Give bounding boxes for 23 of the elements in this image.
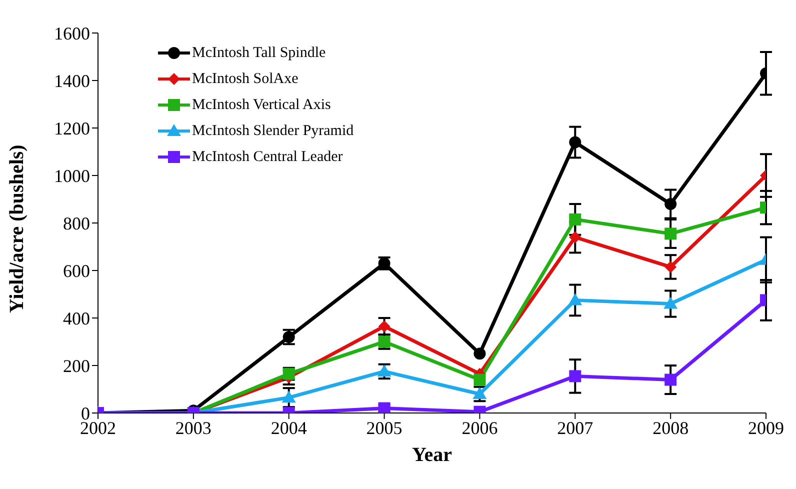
y-tick-label: 600: [63, 260, 90, 281]
legend-label: McIntosh Slender Pyramid: [192, 122, 354, 140]
y-tick-label: 800: [63, 213, 90, 234]
y-tick-label: 1200: [54, 118, 90, 138]
y-tick-label: 1600: [54, 23, 90, 44]
legend-label: McIntosh Central Leader: [192, 148, 343, 166]
x-axis-title: Year: [412, 444, 452, 466]
legend-label: McIntosh SolAxe: [192, 70, 298, 88]
x-tick-label: 2007: [557, 418, 594, 438]
x-tick-label: 2006: [462, 418, 498, 438]
y-tick-label: 1000: [54, 166, 90, 186]
y-tick-label: 200: [63, 356, 90, 376]
x-tick-label: 2004: [270, 418, 307, 438]
x-tick-label: 2003: [175, 418, 212, 438]
legend-label: McIntosh Vertical Axis: [192, 96, 331, 114]
x-tick-label: 2008: [652, 418, 689, 438]
y-tick-label: 1400: [54, 70, 90, 91]
x-tick-label: 2005: [366, 418, 402, 438]
y-tick-label: 0: [81, 403, 90, 424]
y-axis-title: Yield/acre (bushels): [6, 144, 28, 313]
legend-label: McIntosh Tall Spindle: [192, 44, 326, 62]
x-tick-label: 2009: [748, 418, 784, 438]
y-tick-label: 400: [63, 308, 90, 328]
